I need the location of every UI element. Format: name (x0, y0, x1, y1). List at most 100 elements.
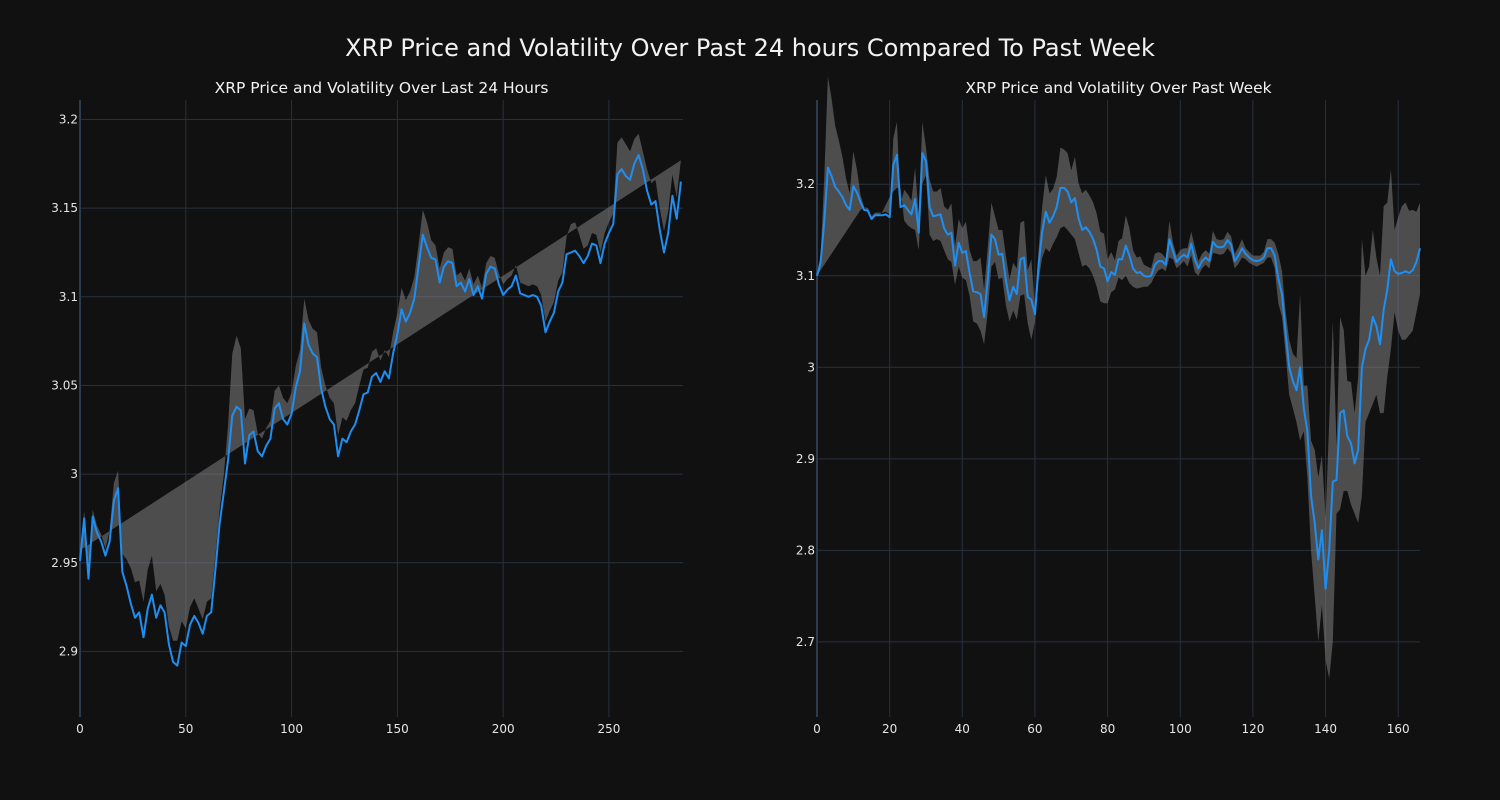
price-point (579, 255, 581, 257)
price-point (210, 612, 212, 614)
volatility-band (80, 133, 681, 641)
price-point (553, 312, 555, 314)
y-tick-label: 3 (70, 467, 78, 481)
price-point (1274, 255, 1276, 257)
price-point (634, 163, 636, 165)
price-point (871, 218, 873, 220)
price-point (105, 555, 107, 557)
price-point (202, 633, 204, 635)
price-point (1209, 260, 1211, 262)
price-point (1292, 380, 1294, 382)
price-point (177, 665, 179, 667)
price-point (1245, 253, 1247, 255)
price-point (617, 174, 619, 176)
price-point (1114, 274, 1116, 276)
price-point (1027, 296, 1029, 298)
price-point (1201, 260, 1203, 262)
price-point (1100, 266, 1102, 268)
y-tick-label: 2.95 (51, 556, 78, 570)
price-point (418, 266, 420, 268)
price-point (1158, 260, 1160, 262)
price-point (371, 376, 373, 378)
price-point (1012, 286, 1014, 288)
price-point (1212, 241, 1214, 243)
price-point (320, 388, 322, 390)
price-point (1288, 367, 1290, 369)
price-point (1314, 522, 1316, 524)
x-tick-label: 200 (492, 722, 515, 736)
price-point (663, 252, 665, 254)
price-point (494, 268, 496, 270)
price-point (240, 410, 242, 412)
price-point (109, 541, 111, 543)
price-point (929, 206, 931, 208)
price-point (477, 285, 479, 287)
price-point (914, 198, 916, 200)
price-point (954, 265, 956, 267)
price-point (1278, 278, 1280, 280)
price-point (227, 459, 229, 461)
price-point (342, 438, 344, 440)
price-point (1020, 259, 1022, 261)
price-point (401, 308, 403, 310)
price-point (380, 381, 382, 383)
price-point (587, 255, 589, 257)
price-point (998, 254, 1000, 256)
price-point (682, 0, 684, 1)
price-point (1067, 191, 1069, 193)
price-point (874, 215, 876, 217)
price-point (473, 294, 475, 296)
x-tick-label: 20 (882, 722, 897, 736)
price-point (1165, 264, 1167, 266)
price-point (1180, 257, 1182, 259)
price-point (600, 262, 602, 264)
price-point (925, 161, 927, 163)
price-point (1023, 257, 1025, 259)
price-point (1085, 226, 1087, 228)
price-point (460, 282, 462, 284)
price-point (350, 431, 352, 433)
price-point (223, 491, 225, 493)
price-point (591, 243, 593, 245)
price-point (1136, 272, 1138, 274)
price-point (439, 282, 441, 284)
price-point (295, 386, 297, 388)
price-point (911, 214, 913, 216)
price-point (1143, 275, 1145, 277)
price-point (1296, 389, 1298, 391)
price-point (1169, 238, 1171, 240)
price-point (900, 206, 902, 208)
price-point (1354, 463, 1356, 465)
y-tick-label: 2.8 (796, 543, 815, 557)
price-point (325, 406, 327, 408)
price-point (1405, 270, 1407, 272)
price-point (1183, 254, 1185, 256)
x-tick-label: 40 (955, 722, 970, 736)
price-point (863, 209, 865, 211)
y-tick-label: 2.9 (59, 644, 78, 658)
price-point (1176, 261, 1178, 263)
price-point (1339, 412, 1341, 414)
price-point (1307, 431, 1309, 433)
price-point (1071, 202, 1073, 204)
price-point (511, 285, 513, 287)
price-point (831, 175, 833, 177)
price-point (265, 445, 267, 447)
right-chart-week: 0 20 40 60 80 100 120 140 160 2.7 2.8 2.9 3 3.1 3.2 (796, 76, 1421, 736)
price-point (100, 541, 102, 543)
price-point (943, 227, 945, 229)
price-point (896, 154, 898, 156)
price-point (536, 296, 538, 298)
right-chart-title: XRP Price and Volatility Over Past Week (965, 79, 1272, 97)
price-point (447, 261, 449, 263)
price-point (359, 410, 361, 412)
price-point (1009, 300, 1011, 302)
price-point (562, 282, 564, 284)
price-point (278, 402, 280, 404)
price-point (1310, 495, 1312, 497)
price-point (1118, 259, 1120, 261)
price-point (965, 250, 967, 252)
y-tick-label: 3.2 (796, 177, 815, 191)
price-point (312, 353, 314, 355)
price-point (612, 223, 614, 225)
